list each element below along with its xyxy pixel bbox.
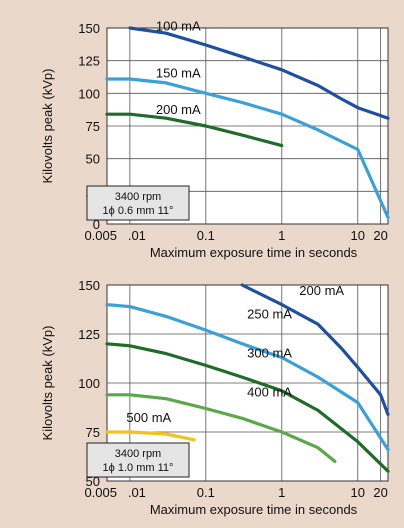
chart2-series-line xyxy=(105,430,196,442)
chart2-y-tick-label: 75 xyxy=(86,425,100,440)
chart1-series-label: 100 mA xyxy=(156,19,201,34)
chart2-x-tick-label: 1 xyxy=(278,485,285,500)
chart1-x-tick-label: 0.005 xyxy=(84,228,117,243)
chart2-x-tick-label: 0.005 xyxy=(84,485,117,500)
chart1-frame xyxy=(106,27,389,225)
chart1-x-tick-label: 20 xyxy=(373,228,387,243)
chart1-x-tick-label: 0.1 xyxy=(197,228,215,243)
chart1-y-tick-label: 100 xyxy=(78,86,100,101)
chart2-x-tick-label: 0.1 xyxy=(197,485,215,500)
chart2-info-box-line: 3400 rpm xyxy=(115,448,161,460)
chart2-x-tick-label: 10 xyxy=(351,485,365,500)
chart2-y-axis-label: Kilovolts peak (kVp) xyxy=(40,326,55,441)
chart1-series-line xyxy=(105,77,390,220)
chart2-info-box-line: 1ϕ 1.0 mm 11° xyxy=(103,462,174,474)
chart2-y-tick-label: 50 xyxy=(86,474,100,489)
chart1-y-axis-label: Kilovolts peak (kVp) xyxy=(40,69,55,184)
chart2-y-tick-label: 100 xyxy=(78,376,100,391)
chart2-x-tick-label: 20 xyxy=(373,485,387,500)
chart1-series-label: 150 mA xyxy=(156,66,201,81)
chart1-x-tick-label: 1 xyxy=(278,228,285,243)
chart1-series-line xyxy=(128,26,390,120)
chart1-y-tick-label: 125 xyxy=(78,54,100,69)
chart1-info-box-line: 3400 rpm xyxy=(115,191,161,203)
chart1-x-tick-label: .01 xyxy=(128,228,146,243)
chart2-y-tick-label: 125 xyxy=(78,327,100,342)
chart2-series-line xyxy=(105,303,390,452)
chart2-x-tick-label: .01 xyxy=(128,485,146,500)
chart1-series-label: 200 mA xyxy=(156,102,201,117)
chart1-y-tick-label: 0 xyxy=(93,217,100,232)
chart2-series-label: 250 mA xyxy=(247,306,292,321)
chart1-info-box-line: 1ϕ 0.6 mm 11° xyxy=(103,205,174,217)
chart1-x-tick-label: 10 xyxy=(351,228,365,243)
chart2-series-label: 500 mA xyxy=(126,410,171,425)
chart2-frame xyxy=(106,284,389,482)
chart2-series-label: 300 mA xyxy=(247,346,292,361)
chart2-series-line xyxy=(105,393,337,463)
chart1-series-line xyxy=(105,112,284,148)
chart1-y-tick-label: 75 xyxy=(86,119,100,134)
chart2-series-label: 200 mA xyxy=(299,283,344,298)
chart2-info-box xyxy=(86,442,190,478)
chart2-series-label: 400 mA xyxy=(247,385,292,400)
chart1-x-axis-label: Maximum exposure time in seconds xyxy=(150,245,358,260)
chart1-info-box xyxy=(86,185,190,221)
chart1-y-tick-label: 150 xyxy=(78,21,100,36)
chart2-x-axis-label: Maximum exposure time in seconds xyxy=(150,502,358,517)
chart1-y-tick-label: 50 xyxy=(86,152,100,167)
chart2-y-tick-label: 150 xyxy=(78,278,100,293)
chart2-series-line xyxy=(240,283,390,416)
chart2-series-line xyxy=(105,342,390,473)
